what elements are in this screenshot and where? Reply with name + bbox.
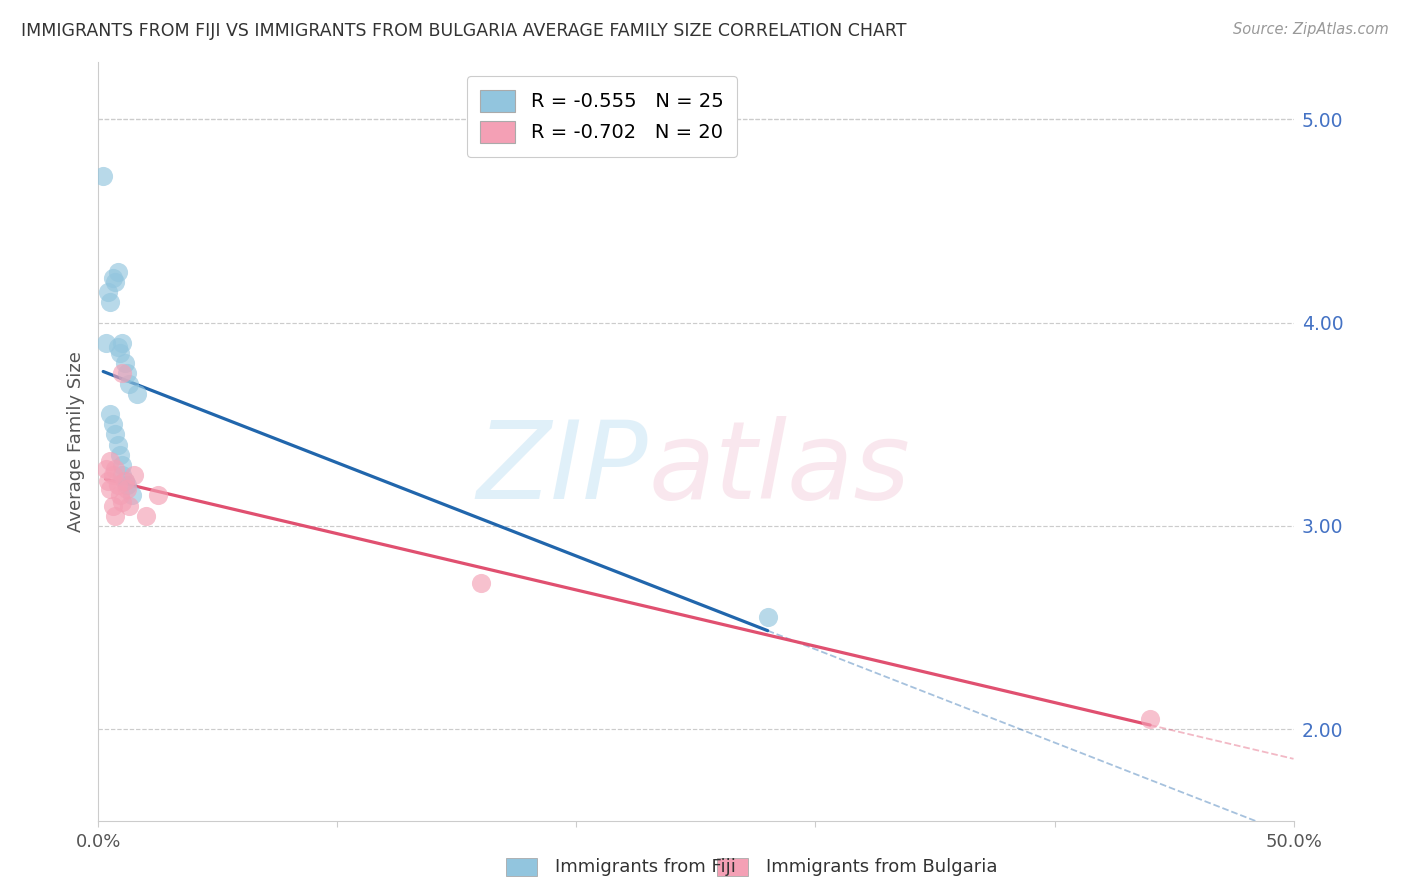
Point	[114, 474, 136, 488]
Point	[91, 169, 114, 184]
Point	[101, 417, 124, 432]
Point	[111, 468, 134, 483]
Text: Immigrants from Bulgaria: Immigrants from Bulgaria	[766, 858, 998, 876]
Text: Immigrants from Fiji: Immigrants from Fiji	[555, 858, 737, 876]
Point	[111, 494, 134, 508]
Point	[118, 376, 141, 391]
Point	[104, 462, 127, 476]
Point	[108, 346, 131, 360]
Point	[118, 499, 141, 513]
Point	[470, 575, 492, 590]
Point	[121, 488, 143, 502]
Point	[104, 427, 127, 442]
Point	[115, 478, 138, 492]
Point	[107, 340, 129, 354]
Text: ZIP: ZIP	[477, 416, 648, 521]
Legend: R = -0.555   N = 25, R = -0.702   N = 20: R = -0.555 N = 25, R = -0.702 N = 20	[467, 76, 737, 157]
Point	[101, 468, 124, 483]
Point	[756, 610, 779, 624]
Point	[108, 488, 131, 502]
Point	[1139, 712, 1161, 726]
Point	[107, 265, 129, 279]
Point	[94, 335, 117, 350]
Point	[111, 335, 134, 350]
Point	[101, 499, 124, 513]
Point	[98, 483, 122, 497]
Point	[115, 483, 138, 497]
Point	[111, 367, 134, 381]
Point	[125, 386, 148, 401]
Point	[107, 437, 129, 451]
Point	[135, 508, 157, 523]
Point	[98, 407, 122, 421]
Point	[111, 458, 134, 472]
Text: atlas: atlas	[648, 416, 910, 521]
Point	[108, 448, 131, 462]
Point	[114, 356, 136, 370]
Point	[94, 462, 117, 476]
Point	[124, 468, 146, 483]
Text: IMMIGRANTS FROM FIJI VS IMMIGRANTS FROM BULGARIA AVERAGE FAMILY SIZE CORRELATION: IMMIGRANTS FROM FIJI VS IMMIGRANTS FROM …	[21, 22, 907, 40]
Point	[98, 295, 122, 310]
Y-axis label: Average Family Size: Average Family Size	[66, 351, 84, 532]
Point	[104, 275, 127, 289]
Point	[114, 474, 136, 488]
Text: Source: ZipAtlas.com: Source: ZipAtlas.com	[1233, 22, 1389, 37]
Point	[101, 271, 124, 285]
Point	[104, 508, 127, 523]
Point	[98, 454, 122, 468]
Point	[97, 474, 120, 488]
Point	[97, 285, 120, 300]
Point	[107, 478, 129, 492]
Point	[148, 488, 170, 502]
Point	[115, 367, 138, 381]
